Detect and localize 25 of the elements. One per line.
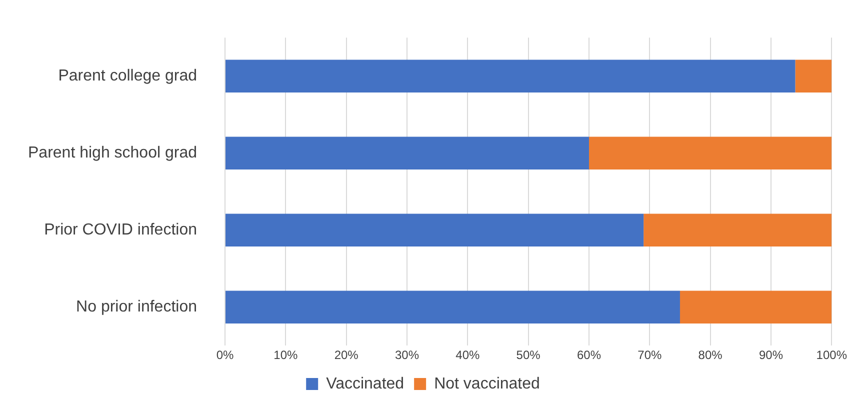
x-tick-label: 60% [576,348,602,362]
x-tick-label: 0% [216,348,234,362]
x-tick-label: 70% [638,348,662,362]
x-tick-label: 20% [334,348,359,362]
bar [588,136,832,170]
x-tick-label: 90% [758,348,784,362]
x-tick-label: 10% [274,348,298,362]
bar [226,60,796,92]
y-tick-label: Parent college grad [58,68,197,85]
x-tick-label: 80% [698,348,723,362]
x-tick-label: 50% [516,348,541,362]
y-tick-label: Parent high school grad [28,144,197,162]
legend-label: Vaccinated [326,375,404,392]
bar [680,290,832,324]
y-tick-label: Prior COVID infection [44,222,197,239]
legend-label: Not vaccinated [434,375,540,392]
bar [226,136,589,170]
x-tick-label: 30% [394,348,420,362]
bar [795,60,832,92]
y-tick-label: No prior infection [76,298,197,316]
bar [226,214,644,246]
bar [226,290,680,324]
x-tick-label: 40% [456,348,480,362]
x-tick-label: 100% [816,348,848,362]
bar [644,214,832,246]
